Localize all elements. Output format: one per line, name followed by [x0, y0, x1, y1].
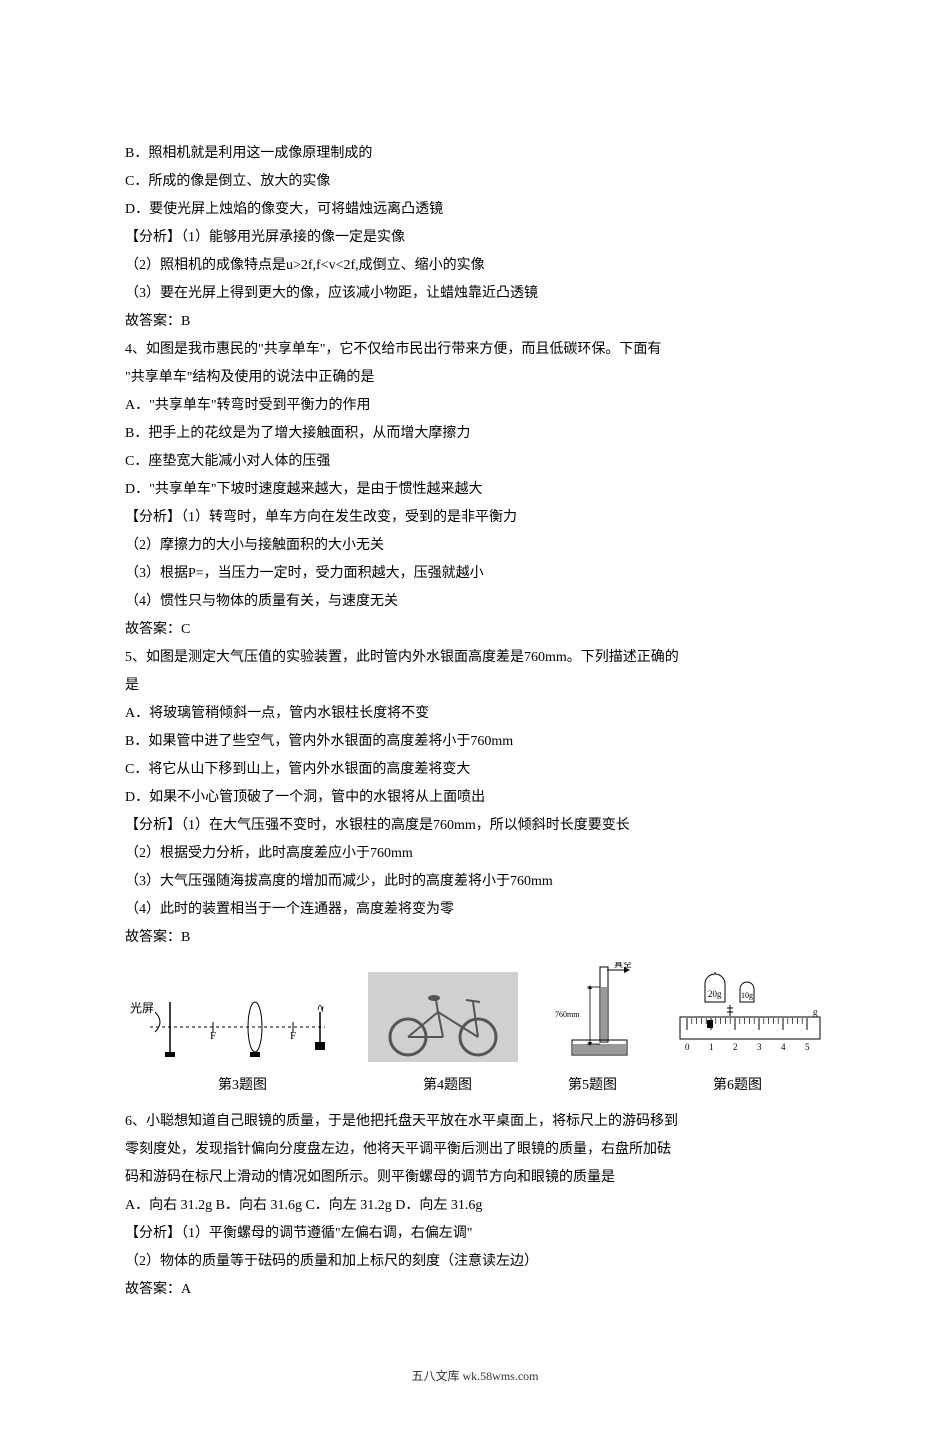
q5-analysis-1: 【分析】（1）在大气压强不变时，水银柱的高度是760mm，所以倾斜时长度要变长: [125, 812, 825, 840]
fig3-caption: 第3题图: [138, 1072, 348, 1100]
fig6-weight-10: 10g: [741, 991, 753, 1000]
figure-labels-row: 第3题图 第4题图 第5题图 第6题图: [125, 1072, 825, 1100]
q5-answer: 故答案：B: [125, 924, 825, 952]
figure-4: [368, 972, 518, 1062]
page-footer: 五八文库 wk.58wms.com: [125, 1364, 825, 1388]
q3-analysis-2: （2）照相机的成像特点是u>2f,f<v<2f,成倒立、缩小的实像: [125, 252, 825, 280]
q3-opt-c: C．所成的像是倒立、放大的实像: [125, 168, 825, 196]
q4-opt-c: C．座垫宽大能减小对人体的压强: [125, 448, 825, 476]
q5-opt-d: D．如果不小心管顶破了一个洞，管中的水银将从上面喷出: [125, 784, 825, 812]
q3-analysis-1: 【分析】（1）能够用光屏承接的像一定是实像: [125, 224, 825, 252]
q6-analysis-2: （2）物体的质量等于砝码的质量和加上标尺的刻度（注意读左边）: [125, 1248, 825, 1276]
q4-answer: 故答案：C: [125, 616, 825, 644]
q4-stem-2: "共享单车"结构及使用的说法中正确的是: [125, 364, 825, 392]
q6-stem-2: 零刻度处，发现指针偏向分度盘左边，他将天平调平衡后测出了眼镜的质量，右盘所加砝: [125, 1136, 825, 1164]
svg-text:0: 0: [685, 1042, 690, 1052]
q4-opt-a: A．"共享单车"转弯时受到平衡力的作用: [125, 392, 825, 420]
svg-text:4: 4: [781, 1042, 786, 1052]
q5-opt-c: C．将它从山下移到山上，管内外水银面的高度差将变大: [125, 756, 825, 784]
q5-opt-b: B．如果管中进了些空气，管内外水银面的高度差将小于760mm: [125, 728, 825, 756]
q5-opt-a: A．将玻璃管稍倾斜一点，管内水银柱长度将不变: [125, 700, 825, 728]
fig6-caption: 第6题图: [663, 1072, 813, 1100]
fig6-weight-20: 20g: [708, 989, 722, 999]
q3-answer: 故答案：B: [125, 308, 825, 336]
q5-analysis-3: （3）大气压强随海拔高度的增加而减少，此时的高度差将小于760mm: [125, 868, 825, 896]
document-body: B．照相机就是利用这一成像原理制成的 C．所成的像是倒立、放大的实像 D．要使光…: [125, 140, 825, 1388]
fig6-unit: g: [813, 1007, 818, 1017]
q5-stem-2: 是: [125, 672, 825, 700]
q6-stem-1: 6、小聪想知道自己眼镜的质量，于是他把托盘天平放在水平桌面上，将标尺上的游码移到: [125, 1108, 825, 1136]
svg-text:2: 2: [733, 1042, 738, 1052]
fig5-760-label: 760mm: [555, 1010, 580, 1019]
q5-stem-1: 5、如图是测定大气压值的实验装置，此时管内外水银面高度差是760mm。下列描述正…: [125, 644, 825, 672]
svg-text:3: 3: [757, 1042, 762, 1052]
figure-3: 光屏 F F: [125, 982, 335, 1062]
q3-opt-d: D．要使光屏上烛焰的像变大，可将蜡烛远离凸透镜: [125, 196, 825, 224]
q4-opt-d: D．"共享单车"下坡时速度越来越大，是由于惯性越来越大: [125, 476, 825, 504]
q6-options: A．向右 31.2g B．向右 31.6g C．向左 31.2g D．向左 31…: [125, 1192, 825, 1220]
q6-stem-3: 码和游码在标尺上滑动的情况如图所示。则平衡螺母的调节方向和眼镜的质量是: [125, 1164, 825, 1192]
fig4-caption: 第4题图: [373, 1072, 523, 1100]
q4-analysis-1: 【分析】（1）转弯时，单车方向在发生改变，受到的是非平衡力: [125, 504, 825, 532]
fig5-caption: 第5题图: [548, 1072, 638, 1100]
q4-analysis-4: （4）惯性只与物体的质量有关，与速度无关: [125, 588, 825, 616]
q5-analysis-4: （4）此时的装置相当于一个连通器，高度差将变为零: [125, 896, 825, 924]
q4-analysis-3: （3）根据P=，当压力一定时，受力面积越大，压强就越小: [125, 560, 825, 588]
figures-row: 光屏 F F: [125, 962, 825, 1062]
q3-analysis-3: （3）要在光屏上得到更大的像，应该减小物距，让蜡烛靠近凸透镜: [125, 280, 825, 308]
q4-stem-1: 4、如图是我市惠民的"共享单车"，它不仅给市民出行带来方便，而且低碳环保。下面有: [125, 336, 825, 364]
q5-analysis-2: （2）根据受力分析，此时高度差应小于760mm: [125, 840, 825, 868]
figure-5: 真空 760mm: [552, 962, 642, 1062]
figure-6: 20g 10g 0 1 2 3 4 5 g: [675, 972, 825, 1062]
svg-text:1: 1: [709, 1042, 714, 1052]
fig5-vacuum-label: 真空: [614, 962, 632, 969]
q6-analysis-1: 【分析】（1）平衡螺母的调节遵循"左偏右调，右偏左调": [125, 1220, 825, 1248]
fig3-screen-label: 光屏: [130, 1001, 154, 1015]
q6-answer: 故答案：A: [125, 1276, 825, 1304]
q3-opt-b: B．照相机就是利用这一成像原理制成的: [125, 140, 825, 168]
q4-analysis-2: （2）摩擦力的大小与接触面积的大小无关: [125, 532, 825, 560]
svg-text:5: 5: [805, 1042, 810, 1052]
q4-opt-b: B．把手上的花纹是为了增大接触面积，从而增大摩擦力: [125, 420, 825, 448]
